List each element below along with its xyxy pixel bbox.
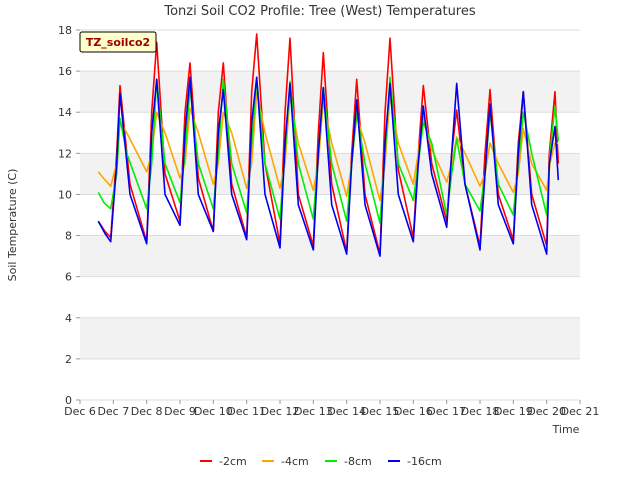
x-tick-label: Dec 10 bbox=[194, 405, 233, 418]
y-tick-label: 0 bbox=[65, 394, 72, 407]
x-tick-label: Dec 16 bbox=[394, 405, 433, 418]
y-tick-label: 8 bbox=[65, 230, 72, 243]
grid-band bbox=[80, 194, 580, 236]
y-tick-label: 2 bbox=[65, 353, 72, 366]
x-tick-label: Dec 11 bbox=[227, 405, 266, 418]
legend-label: -8cm bbox=[344, 455, 372, 468]
x-tick-label: Dec 15 bbox=[361, 405, 400, 418]
site-label-text: TZ_soilco2 bbox=[86, 36, 150, 49]
series-lines bbox=[97, 33, 560, 257]
site-label: TZ_soilco2 bbox=[79, 31, 157, 53]
y-tick-label: 18 bbox=[58, 24, 72, 37]
x-tick-label: Dec 8 bbox=[131, 405, 163, 418]
x-tick-label: Dec 9 bbox=[164, 405, 196, 418]
grid-band bbox=[80, 358, 580, 400]
x-tick-label: Dec 19 bbox=[494, 405, 533, 418]
x-tick-label: Dec 13 bbox=[294, 405, 333, 418]
x-tick-label: Dec 6 bbox=[64, 405, 96, 418]
x-tick-label: Dec 20 bbox=[527, 405, 566, 418]
y-tick-label: 12 bbox=[58, 147, 72, 160]
x-tick-label: Dec 7 bbox=[97, 405, 129, 418]
grid-band bbox=[80, 30, 580, 72]
y-tick-label: 14 bbox=[58, 106, 72, 119]
grid-band bbox=[80, 71, 580, 113]
chart-title: Tonzi Soil CO2 Profile: Tree (West) Temp… bbox=[163, 4, 476, 19]
x-tick-label: Dec 21 bbox=[561, 405, 600, 418]
legend-label: -16cm bbox=[407, 455, 442, 468]
x-tick-label: Dec 17 bbox=[427, 405, 466, 418]
grid-band bbox=[80, 317, 580, 359]
legend-label: -2cm bbox=[219, 455, 247, 468]
y-tick-label: 16 bbox=[58, 65, 72, 78]
y-tick-label: 6 bbox=[65, 271, 72, 284]
y-tick-label: 4 bbox=[65, 312, 72, 325]
legend-label: -4cm bbox=[281, 455, 309, 468]
x-tick-label: Dec 14 bbox=[327, 405, 366, 418]
y-tick-label: 10 bbox=[58, 188, 72, 201]
series-line-16cm bbox=[97, 76, 560, 257]
x-axis-label: Time bbox=[552, 423, 580, 436]
y-axis-label: Soil Temperature (C) bbox=[6, 169, 19, 282]
x-tick-label: Dec 18 bbox=[461, 405, 500, 418]
x-tick-label: Dec 12 bbox=[261, 405, 300, 418]
grid-band bbox=[80, 235, 580, 277]
legend: -2cm -4cm -8cm -16cm bbox=[200, 455, 442, 468]
grid-band bbox=[80, 276, 580, 318]
